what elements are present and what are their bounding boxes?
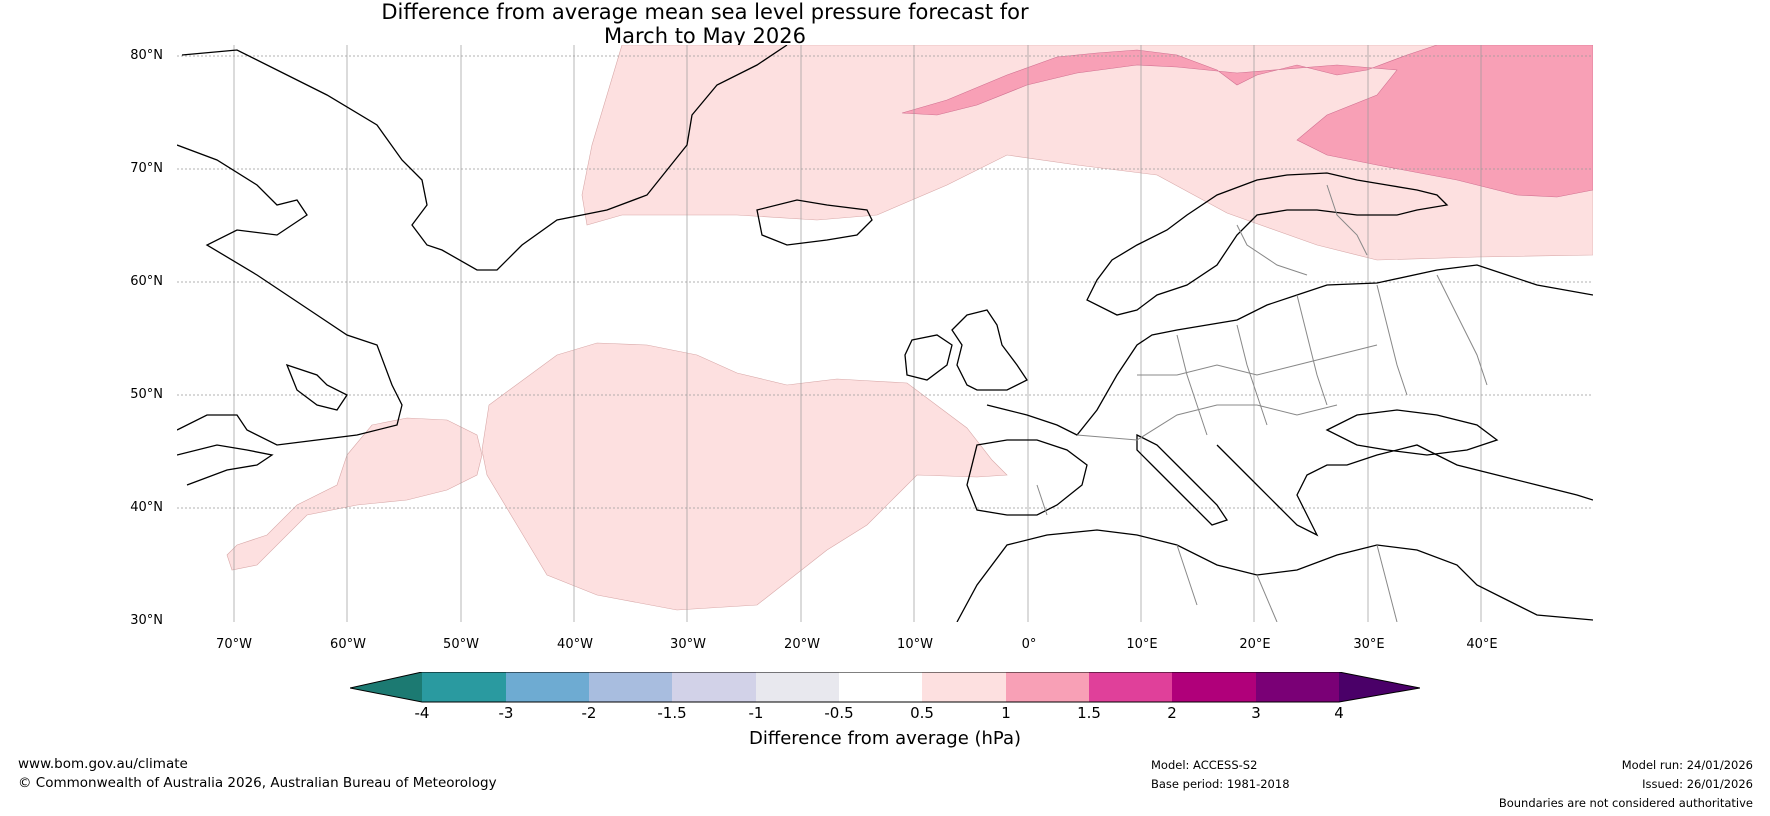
title-line-1: Difference from average mean sea level p… [381, 0, 1029, 24]
europe-coast [986, 264, 1593, 436]
black-sea-coast [1325, 409, 1499, 456]
colorbar-segment-neg2-neg1.5 [589, 672, 672, 702]
scandinavia-coast [1086, 172, 1449, 316]
base-period-text: Base period: 1981-2018 [1151, 777, 1290, 791]
lon-label-70w: 70°W [216, 637, 252, 652]
anomaly-1-1.5-arctic [901, 45, 1593, 198]
lat-label-80n: 80°N [130, 48, 163, 63]
italy-coast [1136, 433, 1229, 526]
colorbar-segment-neg3-neg2 [506, 672, 589, 702]
colorbar-segment-neg0.5-0.5 [839, 672, 922, 702]
colorbar-segment-2-3 [1172, 672, 1256, 702]
colorbar-segment-1.5-2 [1089, 672, 1172, 702]
colorbar-tick: -3 [498, 704, 514, 722]
graticule [177, 45, 1593, 622]
lon-label-10w: 10°W [897, 637, 933, 652]
colorbar-tick: 0.5 [910, 704, 934, 722]
lon-label-0: 0° [1021, 637, 1037, 652]
colorbar-tick: -4 [414, 704, 430, 722]
lat-label-30n: 30°N [130, 613, 163, 628]
britain-coast [951, 309, 1028, 391]
pressure-anomaly-map [177, 45, 1593, 622]
model-run-text: Model run: 24/01/2026 [1621, 758, 1753, 772]
colorbar-extend-high [1339, 672, 1420, 702]
colorbar-label: Difference from average (hPa) [748, 728, 1022, 749]
anomaly-0.5-1-north-atlantic [481, 342, 1008, 611]
lat-label-50n: 50°N [130, 387, 163, 402]
colorbar-tick: -1 [748, 704, 764, 722]
lon-label-20e: 20°E [1239, 637, 1271, 652]
colorbar-segment-3-4 [1256, 672, 1339, 702]
lon-label-50w: 50°W [443, 637, 479, 652]
colorbar-tick: 2 [1167, 704, 1177, 722]
lon-label-40w: 40°W [557, 637, 593, 652]
colorbar-segment-neg4-neg3 [422, 672, 506, 702]
nova-scotia-coast [177, 444, 274, 486]
colorbar-segment-0.5-1 [922, 672, 1006, 702]
lon-label-30w: 30°W [670, 637, 706, 652]
colorbar-segment-neg1-neg0.5 [756, 672, 839, 702]
model-text: Model: ACCESS-S2 [1151, 758, 1258, 772]
colorbar-extend-low [350, 672, 422, 702]
lon-label-10e: 10°E [1126, 637, 1158, 652]
lat-label-60n: 60°N [130, 274, 163, 289]
lon-label-40e: 40°E [1466, 637, 1498, 652]
map-title: Difference from average mean sea level p… [0, 0, 1410, 48]
lon-label-30e: 30°E [1353, 637, 1385, 652]
newfoundland-coast [285, 363, 348, 411]
iceland-coast [756, 199, 873, 246]
north-africa-coast [956, 529, 1593, 622]
title-line-2: March to May 2026 [604, 24, 806, 48]
iberia-coast [966, 439, 1088, 516]
lat-label-70n: 70°N [130, 161, 163, 176]
colorbar-segment-1-1.5 [1006, 672, 1089, 702]
country-borders [1036, 184, 1488, 622]
greenland-coast [181, 45, 788, 271]
website-link[interactable]: www.bom.gov.au/climate [18, 756, 188, 772]
coastlines [177, 45, 1593, 622]
ireland-coast [904, 334, 953, 381]
balkans-coast [1216, 444, 1593, 537]
colorbar-outline [350, 672, 1420, 703]
anomaly-0.5-1-west-atlantic [226, 417, 483, 571]
colorbar [350, 672, 1420, 703]
disclaimer-text: Boundaries are not considered authoritat… [1498, 796, 1753, 810]
lat-label-40n: 40°N [130, 500, 163, 515]
colorbar-tick: -0.5 [824, 704, 854, 722]
colorbar-tick: 3 [1251, 704, 1261, 722]
lon-label-20w: 20°W [784, 637, 820, 652]
lon-label-60w: 60°W [330, 637, 366, 652]
copyright-text: © Commonwealth of Australia 2026, Austra… [18, 775, 497, 791]
colorbar-tick: -2 [581, 704, 597, 722]
issued-text: Issued: 26/01/2026 [1642, 777, 1753, 791]
colorbar-tick: 1 [1001, 704, 1011, 722]
colorbar-tick: 4 [1334, 704, 1344, 722]
colorbar-tick: 1.5 [1077, 704, 1101, 722]
colorbar-segment-neg1.5-neg1 [672, 672, 756, 702]
colorbar-tick: -1.5 [657, 704, 687, 722]
labrador-coast [177, 144, 403, 446]
